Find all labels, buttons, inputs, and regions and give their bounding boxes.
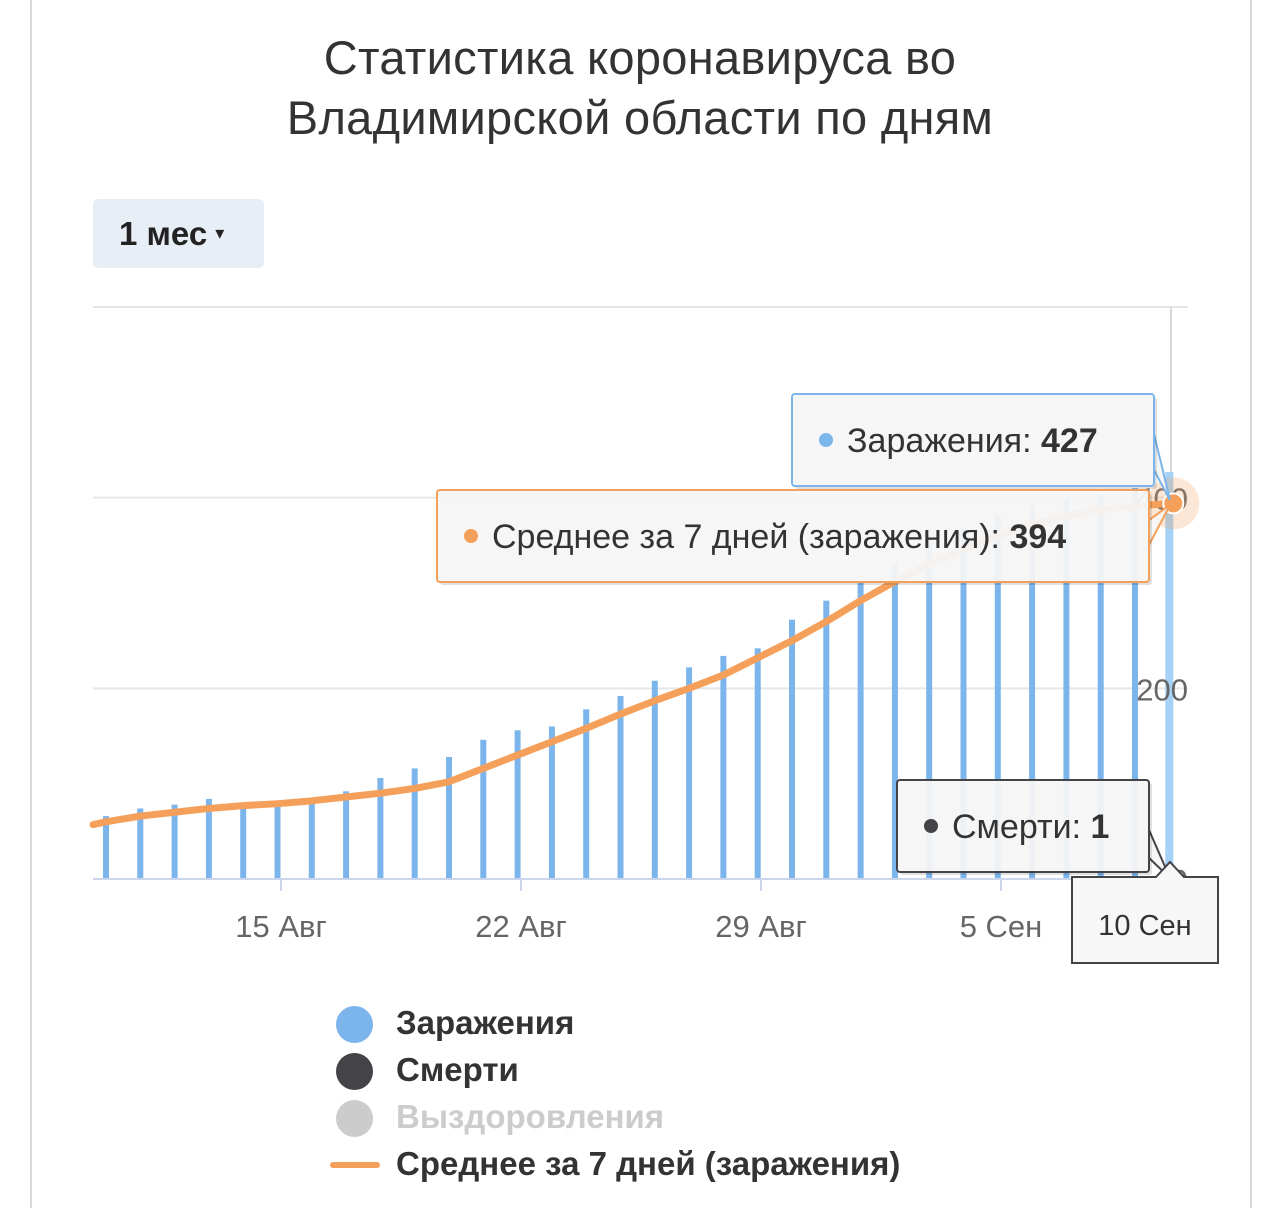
infection-bar[interactable]	[343, 791, 350, 879]
x-label-text: 10 Сен	[1098, 910, 1191, 942]
infection-bar[interactable]	[377, 777, 384, 879]
tooltip-value: 427	[1041, 422, 1098, 460]
chart-title: Статистика коронавируса во Владимирской …	[0, 28, 1280, 148]
infection-bar[interactable]	[103, 816, 109, 879]
legend-label: Выздоровления	[396, 1098, 665, 1135]
infection-bar[interactable]	[823, 600, 830, 879]
infection-bar[interactable]	[446, 756, 452, 879]
legend-label: Смерти	[396, 1051, 519, 1088]
chart-card	[30, 0, 1252, 1208]
caret-down-icon: ▾	[215, 223, 225, 243]
tooltip-series-dot	[924, 819, 938, 833]
infection-bar[interactable]	[171, 804, 178, 879]
y-tick-label: 200	[1136, 672, 1188, 707]
chart-title-line-2: Владимирской области по дням	[286, 91, 994, 144]
infection-bar[interactable]	[240, 802, 247, 879]
tooltip-box	[436, 489, 1150, 583]
period-select-button[interactable]: 1 мес ▾	[93, 199, 264, 268]
infection-bar[interactable]	[411, 768, 418, 879]
legend-dot-icon	[336, 1006, 373, 1043]
tooltip-series-dot	[819, 433, 833, 447]
infection-bar[interactable]	[891, 562, 898, 879]
infection-bar[interactable]	[857, 581, 864, 879]
legend-dot-icon	[336, 1100, 373, 1137]
infection-bar[interactable]	[994, 514, 1001, 879]
infection-bar[interactable]	[789, 619, 795, 879]
infection-bar[interactable]	[1097, 493, 1104, 879]
legend-line-icon	[330, 1162, 380, 1168]
tooltip-box	[791, 393, 1155, 487]
legend-dot-icon	[336, 1053, 373, 1090]
period-select-label: 1 мес	[119, 214, 208, 252]
infection-bar[interactable]	[548, 726, 555, 879]
x-tick-label: 5 Сен	[960, 909, 1043, 944]
infection-bar[interactable]	[754, 648, 761, 879]
tooltip-avg: Среднее за 7 дней (заражения): 394	[436, 489, 1171, 585]
tooltip-text: Среднее за 7 дней (заражения): 394	[492, 518, 1066, 556]
infection-bar[interactable]	[1132, 488, 1138, 879]
x-tick-label: 29 Авг	[715, 909, 807, 944]
tooltip-label: Заражения:	[847, 422, 1041, 460]
infection-bar[interactable]	[926, 543, 933, 879]
x-tick-label: 22 Авг	[475, 909, 567, 944]
infection-bar[interactable]	[960, 528, 967, 879]
infection-bar[interactable]	[274, 802, 281, 879]
legend-label: Среднее за 7 дней (заражения)	[396, 1145, 901, 1182]
tooltip-label: Смерти:	[952, 808, 1090, 846]
tooltip-value: 394	[1009, 518, 1066, 556]
infection-bar[interactable]	[308, 800, 315, 879]
tooltip-label: Среднее за 7 дней (заражения):	[492, 518, 1009, 556]
legend-label: Заражения	[396, 1004, 575, 1041]
infection-bar[interactable]	[1165, 471, 1174, 879]
infection-bar[interactable]	[1063, 497, 1070, 879]
x-tick-label: 15 Авг	[235, 909, 327, 944]
tooltip-series-dot	[464, 529, 478, 543]
tooltip-x-label: 10 Сен	[1071, 860, 1219, 964]
tooltip-deaths: Смерти: 1	[896, 779, 1171, 879]
infection-bar[interactable]	[617, 695, 624, 879]
infection-bar[interactable]	[583, 709, 590, 879]
infection-bar[interactable]	[514, 730, 521, 879]
infection-bar[interactable]	[686, 667, 693, 879]
tooltip-infections: Заражения: 427	[791, 393, 1171, 501]
infection-bar[interactable]	[720, 655, 727, 879]
tooltip-box	[896, 779, 1150, 873]
x-label-box	[1071, 860, 1219, 964]
tooltip-text: Заражения: 427	[847, 422, 1098, 460]
tooltip-text: Смерти: 1	[952, 808, 1109, 846]
chart-title-line-1: Статистика коронавируса во	[323, 31, 957, 84]
infection-bar[interactable]	[1029, 505, 1036, 879]
infection-bar[interactable]	[651, 680, 658, 879]
infection-bar[interactable]	[137, 808, 144, 879]
infection-bar[interactable]	[480, 739, 487, 879]
tooltip-value: 1	[1090, 808, 1109, 846]
infection-bar[interactable]	[205, 798, 212, 879]
